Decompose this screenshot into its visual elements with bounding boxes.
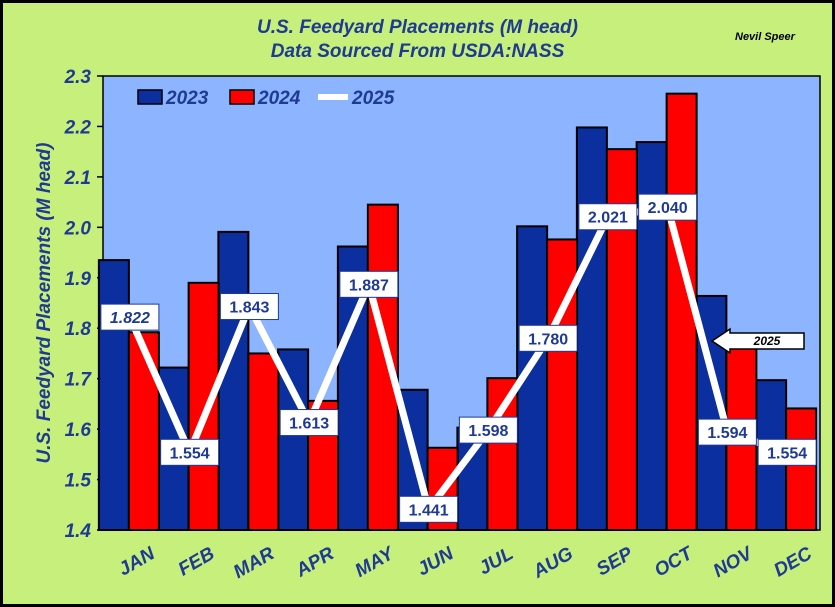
y-tick-label: 1.9	[65, 269, 92, 290]
bar-2024-jul	[486, 377, 519, 532]
data-label-dec: 1.554	[767, 445, 807, 462]
bar-2024-dec	[785, 407, 818, 532]
data-label-jan: 1.822	[110, 310, 150, 327]
legend-swatch-2023	[137, 89, 163, 105]
x-tick-label: NOV	[710, 543, 757, 582]
x-tick-label: FEB	[175, 543, 219, 580]
x-tick-label: DEC	[771, 543, 816, 581]
bar-2024-feb	[187, 281, 220, 532]
x-tick-label: JUL	[475, 543, 517, 579]
data-label-box	[578, 203, 638, 231]
data-label-box	[219, 293, 279, 321]
annotation-arrow	[710, 327, 805, 355]
bar-2023-jan	[97, 259, 130, 531]
x-tick-label: MAY	[352, 542, 400, 582]
legend-label-2023: 2023	[165, 88, 209, 109]
bar-2023-mar	[217, 230, 250, 532]
data-label-feb: 1.554	[170, 445, 210, 462]
bar-2024-mar	[247, 352, 280, 532]
data-label-nov: 1.594	[707, 425, 747, 442]
chart-author: Nevil Speer	[735, 31, 795, 43]
data-label-sep: 2.021	[588, 210, 628, 227]
x-tick-label: APR	[292, 543, 338, 582]
data-label-box	[279, 409, 339, 437]
chart-title: U.S. Feedyard Placements (M head)	[257, 17, 578, 38]
data-label-jul: 1.598	[468, 423, 508, 440]
x-tick-label: JUN	[414, 543, 459, 581]
y-tick-label: 1.4	[65, 521, 92, 542]
y-tick-label: 2.1	[64, 168, 91, 189]
y-tick-label: 2.2	[64, 117, 92, 138]
data-label-box	[697, 418, 757, 446]
series-line-2025	[126, 203, 789, 513]
bar-2023-sep	[575, 126, 608, 531]
data-label-apr: 1.613	[289, 416, 329, 433]
data-label-may: 1.887	[349, 277, 389, 294]
data-label-box	[518, 324, 578, 352]
y-axis-label: U.S. Feedyard Placements (M head)	[34, 143, 55, 464]
data-label-mar: 1.843	[229, 300, 269, 317]
y-tick-label: 1.6	[65, 420, 92, 441]
data-label-aug: 1.780	[528, 331, 568, 348]
y-tick-label: 1.5	[65, 471, 92, 492]
data-label-jun: 1.441	[409, 502, 449, 519]
data-label-box	[458, 416, 518, 444]
data-label-box	[339, 270, 399, 298]
bar-2024-jan	[127, 331, 160, 531]
data-label-oct: 2.040	[648, 200, 688, 217]
data-label-box	[757, 438, 817, 466]
chart-subtitle: Data Sourced From USDA:NASS	[270, 41, 565, 62]
y-tick-label: 2.0	[64, 218, 92, 239]
y-tick-label: 1.7	[65, 370, 93, 391]
x-tick-label: MAR	[230, 543, 278, 583]
data-label-box	[638, 193, 698, 221]
y-tick-label: 1.8	[65, 319, 92, 340]
x-tick-label: AUG	[529, 543, 577, 583]
legend-label-2024: 2024	[257, 88, 301, 109]
bar-2024-oct	[665, 92, 698, 532]
x-tick-label: SEP	[593, 543, 637, 580]
data-label-box	[160, 438, 220, 466]
x-tick-label: OCT	[651, 543, 697, 582]
data-label-box	[399, 495, 459, 523]
annotation-label: 2025	[753, 334, 781, 348]
x-tick-label: JAN	[115, 543, 160, 581]
data-label-box	[100, 303, 160, 331]
y-tick-label: 2.3	[64, 67, 92, 88]
legend-swatch-2024	[229, 89, 255, 105]
legend-label-2025: 2025	[351, 88, 395, 109]
